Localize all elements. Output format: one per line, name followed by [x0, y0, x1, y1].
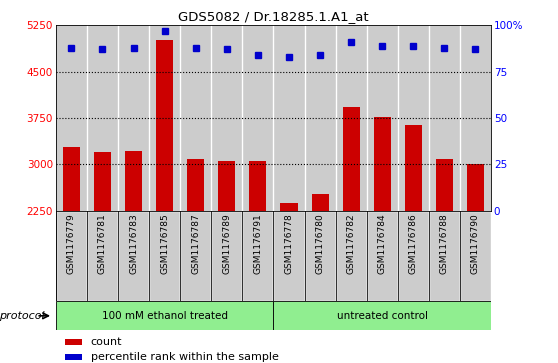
Bar	[311, 194, 329, 211]
Bar	[118, 211, 149, 301]
Bar	[87, 211, 118, 301]
Bar	[374, 117, 391, 211]
Bar	[56, 211, 87, 301]
Bar	[56, 301, 273, 330]
Bar	[343, 107, 360, 211]
Bar	[429, 211, 460, 301]
Text: GSM1176786: GSM1176786	[409, 213, 418, 274]
Bar	[242, 211, 273, 301]
Text: percentile rank within the sample: percentile rank within the sample	[90, 352, 278, 362]
Bar	[218, 161, 235, 211]
Bar	[305, 211, 335, 301]
Bar	[149, 211, 180, 301]
Text: GSM1176780: GSM1176780	[316, 213, 325, 274]
Bar	[398, 211, 429, 301]
Text: untreated control: untreated control	[336, 311, 428, 321]
Text: GSM1176788: GSM1176788	[440, 213, 449, 274]
Bar	[398, 25, 429, 211]
Bar	[335, 25, 367, 211]
Text: GSM1176782: GSM1176782	[347, 213, 355, 274]
Text: GSM1176783: GSM1176783	[129, 213, 138, 274]
Bar	[467, 164, 484, 211]
Text: count: count	[90, 337, 122, 347]
Bar	[281, 203, 297, 211]
Text: GSM1176779: GSM1176779	[67, 213, 76, 274]
Bar	[65, 339, 82, 345]
Bar	[125, 151, 142, 211]
Text: protocol: protocol	[0, 311, 45, 321]
Bar	[460, 211, 491, 301]
Bar	[211, 211, 242, 301]
Bar	[249, 161, 266, 211]
Bar	[367, 25, 398, 211]
Bar	[273, 211, 305, 301]
Text: GSM1176790: GSM1176790	[471, 213, 480, 274]
Text: GSM1176784: GSM1176784	[378, 213, 387, 274]
Bar	[180, 25, 211, 211]
Text: GSM1176785: GSM1176785	[160, 213, 169, 274]
Text: 100 mM ethanol treated: 100 mM ethanol treated	[102, 311, 228, 321]
Title: GDS5082 / Dr.18285.1.A1_at: GDS5082 / Dr.18285.1.A1_at	[178, 10, 369, 23]
Bar	[156, 40, 173, 211]
Bar	[436, 159, 453, 211]
Bar	[405, 125, 422, 211]
Bar	[94, 152, 111, 211]
Bar	[56, 25, 87, 211]
Bar	[335, 211, 367, 301]
Bar	[211, 25, 242, 211]
Bar	[460, 25, 491, 211]
Bar	[180, 211, 211, 301]
Text: GSM1176778: GSM1176778	[285, 213, 294, 274]
Bar	[367, 211, 398, 301]
Text: GSM1176791: GSM1176791	[253, 213, 262, 274]
Text: GSM1176789: GSM1176789	[222, 213, 231, 274]
Bar	[65, 354, 82, 360]
Bar	[273, 25, 305, 211]
Bar	[273, 301, 491, 330]
Text: GSM1176787: GSM1176787	[191, 213, 200, 274]
Bar	[187, 159, 204, 211]
Bar	[63, 147, 80, 211]
Bar	[305, 25, 335, 211]
Bar	[149, 25, 180, 211]
Bar	[87, 25, 118, 211]
Bar	[242, 25, 273, 211]
Text: GSM1176781: GSM1176781	[98, 213, 107, 274]
Bar	[429, 25, 460, 211]
Bar	[118, 25, 149, 211]
